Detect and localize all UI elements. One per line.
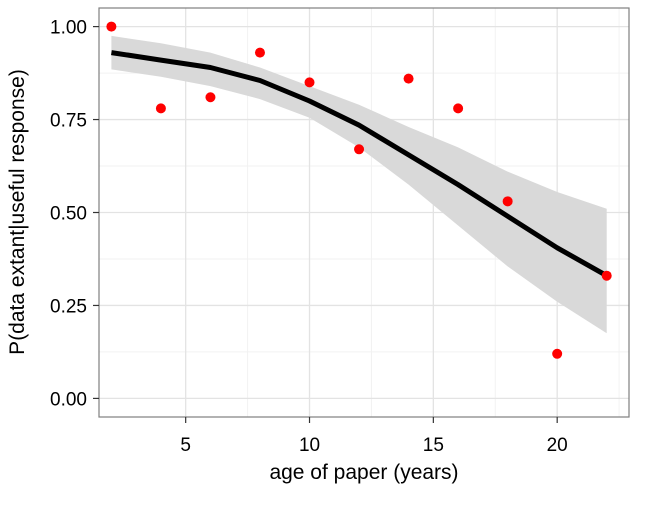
x-axis: 5 10 15 20 <box>180 417 568 456</box>
data-point <box>502 196 513 207</box>
y-tick-label: 0.75 <box>50 111 87 132</box>
x-tick-label: 10 <box>299 435 320 456</box>
data-point <box>106 21 117 32</box>
data-point <box>552 348 563 359</box>
data-point <box>254 47 265 58</box>
x-axis-label: age of paper (years) <box>269 461 458 484</box>
data-point <box>354 144 365 155</box>
x-tick-label: 15 <box>423 435 444 456</box>
y-axis: 0.00 0.25 0.50 0.75 1.00 <box>50 18 99 410</box>
fitted-line <box>111 50 608 278</box>
data-point <box>601 270 612 281</box>
data-point <box>304 77 315 88</box>
confidence-band <box>111 35 607 334</box>
y-tick-label: 0.25 <box>50 296 87 317</box>
y-tick-label: 0.50 <box>50 204 87 225</box>
data-point <box>453 103 464 114</box>
data-point <box>403 73 414 84</box>
y-tick-label: 0.00 <box>50 389 87 410</box>
x-tick-label: 5 <box>180 435 191 456</box>
x-tick-label: 20 <box>547 435 568 456</box>
data-point <box>155 103 166 114</box>
y-tick-label: 1.00 <box>50 18 87 39</box>
data-points <box>106 21 612 359</box>
y-axis-label: P(data extant|useful response) <box>6 69 29 355</box>
data-point <box>205 92 216 103</box>
